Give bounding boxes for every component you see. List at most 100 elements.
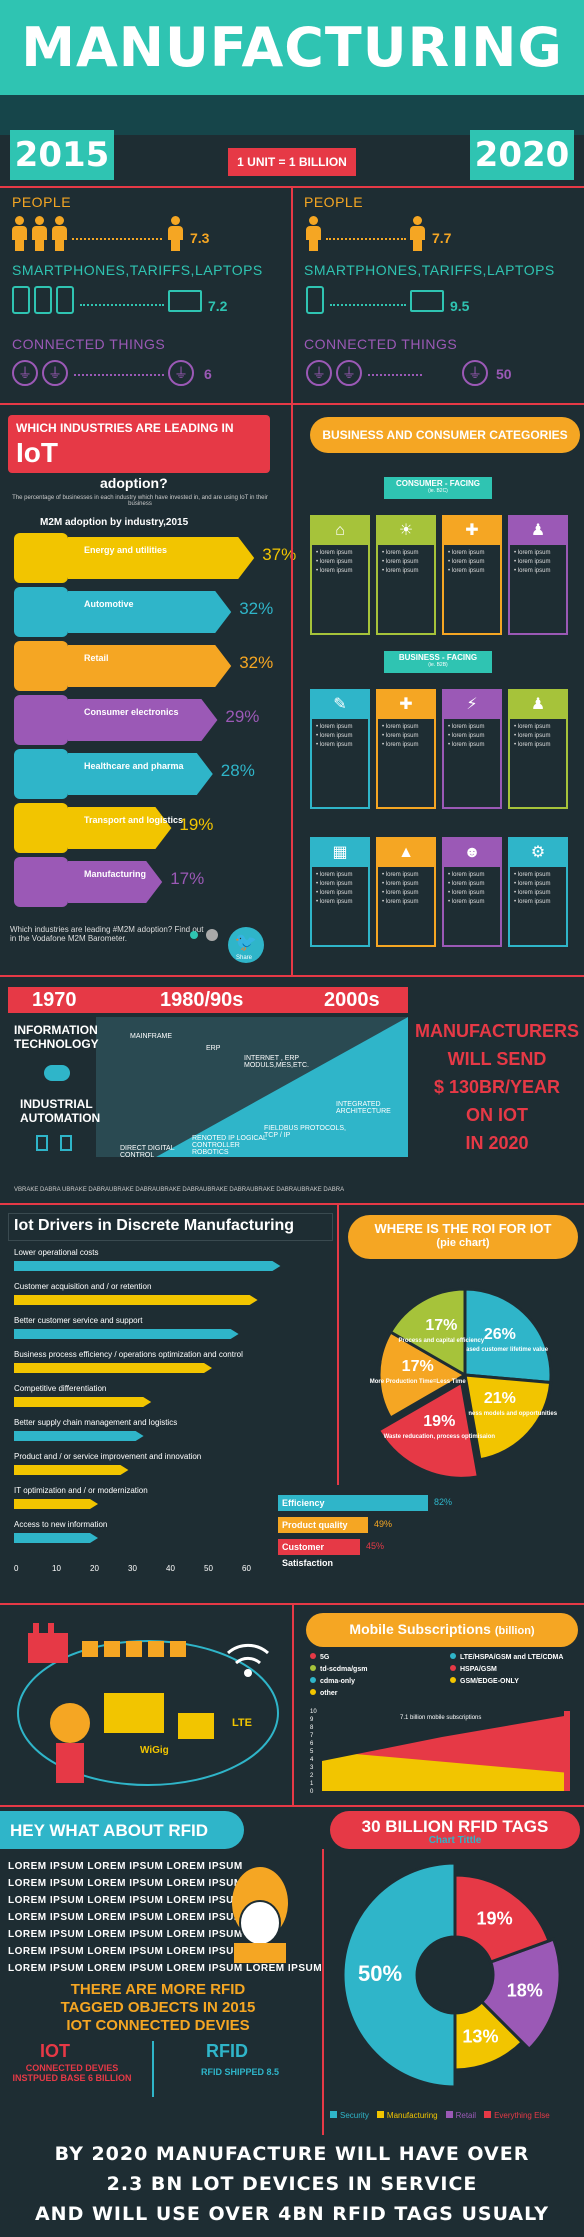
tags-legend: Security Manufacturing Retail Everything El… [330,2105,580,2125]
timeline-section: 1970 1980/90s 2000s INFORMATION TECHNOLO… [0,975,584,1205]
mobile-title-box [306,1613,578,1647]
dot [190,931,198,939]
divider [291,188,293,403]
ia-label: INDUSTRIAL AUTOMATION [20,1097,101,1125]
category-icon: ⌂ [312,517,368,545]
area-5g [564,1711,570,1791]
category-item: • lorem ipsum [448,733,485,739]
drivers-title: Iot Drivers in Discrete Manufacturing [14,1217,295,1234]
industry-icon [14,533,68,583]
category-item: • lorem ipsum [514,559,551,565]
tags-legend-label: Retail [455,2111,477,2120]
category-item: • lorem ipsum [514,568,551,574]
category-item: • lorem ipsum [514,550,551,556]
legend-dot [310,1677,316,1683]
mobile-tick: 6 [310,1741,314,1747]
roi-slice-value: 26% [484,1326,516,1343]
roi-metric-bar: Customer Satisfaction [278,1539,360,1568]
industry-icon [14,857,68,907]
category-card: ⚡ • lorem ipsum • lorem ipsum • lorem ipsum [442,689,502,809]
category-list: • lorem ipsum • lorem ipsum • lorem ipsum [444,719,500,754]
industry-row: Consumer electronics 29% [14,695,284,745]
mobile-tick: 4 [310,1757,314,1763]
category-item: • lorem ipsum [316,742,353,748]
phone-icon [34,286,52,314]
devices-label: SMARTPHONES,TARIFFS,LAPTOPS [12,262,263,278]
driver-label: Competitive differentiation [14,1384,106,1393]
people-label: PEOPLE [304,194,364,210]
plug-icon: ⏚ [12,360,38,386]
person-icon [410,216,425,252]
divider [0,975,584,977]
claim-line: WILL SEND [447,1049,547,1069]
drivers-tick: 30 [128,1564,137,1573]
legend-item: td-scdma/gsm [310,1665,367,1673]
factory-illustration [17,1623,279,1786]
category-item: • lorem ipsum [514,724,551,730]
cloud-icon [44,1065,70,1081]
category-item: • lorem ipsum [316,550,353,556]
twitter-share-button[interactable]: 🐦 [228,927,264,963]
divider [0,1203,584,1205]
industry-icon [14,803,68,853]
industry-value: 37% [262,545,297,564]
roi-slice [388,1287,467,1378]
category-list: • lorem ipsum • lorem ipsum • lorem ipsum [510,545,566,580]
industry-row: Retail 32% [14,641,284,691]
roi-metric: Product quality 49% [264,1517,584,1535]
category-card: ▲ • lorem ipsum • lorem ipsum • lorem ipsum… [376,837,436,947]
legend-item: GSM/EDGE-ONLY [450,1677,519,1685]
divider [0,1805,584,1807]
mobile-tick: 1 [310,1781,314,1787]
consumer-label: CONSUMER - FACING [396,479,480,488]
category-icon: ⚡ [444,691,500,719]
category-item: • lorem ipsum [382,742,419,748]
tags-legend-label: Everything Else [494,2111,550,2120]
tags-legend-item: Security [330,2111,369,2120]
things-label: CONNECTED THINGS [12,336,166,352]
factory-section: LTE WiGig Mobile Subscriptions (billion)… [0,1605,584,1805]
laptop-icon [168,290,202,312]
category-icon: ♟ [510,517,566,545]
year-2015: 2015 [10,130,114,180]
footer: BY 2020 MANUFACTURE WILL HAVE OVER 2.3 B… [0,2135,584,2237]
category-icon: ✚ [378,691,434,719]
person-icon [12,216,27,252]
legend-label: HSPA/GSM [460,1666,497,1673]
plug-icon: ⏚ [306,360,332,386]
category-item: • lorem ipsum [382,881,419,887]
category-list: • lorem ipsum • lorem ipsum • lorem ipsum [312,719,368,754]
year-1980s: 1980/90s [160,989,244,1011]
industry-row: Manufacturing 17% [14,857,284,907]
dot [206,929,218,941]
legend-dot [310,1689,316,1695]
category-list: • lorem ipsum • lorem ipsum • lorem ipsum •… [378,867,434,911]
rfid-more-line: TAGGED OBJECTS IN 2015 [60,1999,256,2016]
divider [0,403,584,405]
phone-icon [56,286,74,314]
things-value: 50 [496,366,512,382]
category-item: • lorem ipsum [514,733,551,739]
category-list: • lorem ipsum • lorem ipsum • lorem ipsum [312,545,368,580]
footer-line: BY 2020 MANUFACTURE WILL HAVE OVER [54,2143,530,2165]
area-empty [322,1711,570,1761]
industry-row: Healthcare and pharma 28% [14,749,284,799]
devices-label: SMARTPHONES,TARIFFS,LAPTOPS [304,262,555,278]
drivers-tick: 60 [242,1564,251,1573]
industry-icon [14,641,68,691]
dotted-line [368,374,422,376]
legend-item: other [310,1689,338,1697]
business-label-box: BUSINESS - FACING (ie. B2B) [384,651,492,673]
person-icon [168,216,183,252]
divider [152,2041,154,2097]
claim-line: MANUFACTURERS [415,1021,579,1041]
mobile-tick: 2 [310,1773,314,1779]
industries-footnote: Which industries are leading #M2M adopti… [10,925,204,943]
category-icon: ⚙ [510,839,566,867]
tags-legend-swatch [445,2111,453,2118]
category-item: • lorem ipsum [448,724,485,730]
drivers-tick: 20 [90,1564,99,1573]
driver-label: Product and / or service improvement and… [14,1452,201,1461]
driver-bar [14,1261,281,1271]
drivers-chart: Lower operational costs Customer acquisit… [14,1248,281,1573]
